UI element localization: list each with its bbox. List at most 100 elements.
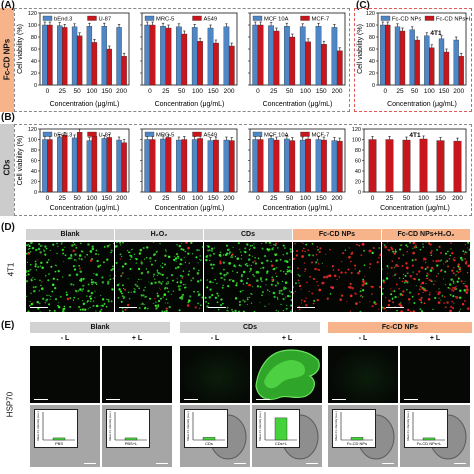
- green-cell: [456, 270, 458, 273]
- green-cell: [436, 264, 439, 267]
- green-cell: [231, 256, 234, 259]
- red-cell: [397, 296, 399, 298]
- green-cell: [187, 273, 190, 276]
- bar: [197, 138, 203, 193]
- red-cell: [275, 242, 278, 245]
- light-condition-label: + L: [131, 335, 143, 342]
- green-cell: [441, 295, 444, 297]
- red-cell: [382, 243, 384, 245]
- green-cell: [408, 291, 412, 294]
- green-cell: [174, 255, 176, 257]
- red-cell: [333, 274, 337, 278]
- red-cell: [312, 302, 315, 305]
- red-cell: [422, 291, 424, 294]
- green-cell: [40, 287, 44, 290]
- micrograph-d: [115, 242, 203, 312]
- green-cell: [74, 253, 77, 256]
- green-cell: [173, 258, 176, 262]
- green-cell: [199, 259, 201, 261]
- bar: [438, 38, 445, 86]
- red-cell: [356, 293, 358, 295]
- green-cell: [386, 265, 389, 267]
- red-cell: [390, 288, 392, 290]
- green-cell: [146, 271, 149, 274]
- green-cell: [251, 293, 253, 296]
- green-cell: [180, 242, 183, 244]
- green-cell: [250, 292, 252, 295]
- red-cell: [451, 269, 454, 272]
- red-cell: [350, 252, 354, 256]
- y-tick-label: 20: [369, 71, 375, 77]
- green-cell: [234, 255, 237, 258]
- green-cell: [75, 246, 78, 249]
- x-tick-label: 200: [452, 195, 463, 202]
- y-tick-label: 100: [366, 23, 375, 29]
- red-cell: [435, 260, 438, 263]
- green-cell: [257, 257, 260, 260]
- green-cell: [261, 247, 264, 250]
- red-cell: [426, 289, 428, 292]
- chart-c-4t1: 0 20 40 60 80 100 120 0 25 50 100 150 200 Concentrati…: [357, 11, 470, 108]
- red-cell: [464, 261, 467, 264]
- green-cell: [461, 258, 464, 262]
- plot-frame: [39, 12, 130, 86]
- green-cell: [121, 292, 123, 295]
- green-cell: [79, 242, 82, 245]
- red-cell: [463, 300, 466, 302]
- green-cell: [271, 247, 274, 251]
- red-cell: [315, 253, 318, 256]
- bar: [385, 139, 394, 193]
- red-cell: [181, 277, 183, 279]
- green-cell: [119, 242, 121, 244]
- green-cell: [77, 305, 81, 309]
- green-cell: [447, 286, 450, 289]
- green-cell: [87, 243, 90, 246]
- green-cell: [153, 273, 155, 276]
- bar: [91, 136, 98, 193]
- green-cell: [163, 263, 167, 266]
- light-condition-label: + L: [281, 335, 293, 342]
- green-cell: [196, 272, 200, 275]
- green-cell: [286, 260, 289, 264]
- green-cell: [36, 300, 40, 304]
- green-cell: [182, 248, 185, 251]
- bar: [144, 139, 151, 193]
- red-cell: [362, 280, 365, 283]
- green-cell: [262, 266, 265, 269]
- y-tick-label: 40: [31, 59, 37, 65]
- green-cell: [452, 294, 455, 298]
- bar: [160, 138, 166, 193]
- green-cell: [239, 248, 241, 250]
- chart-b1-bend3-u87: 0 20 40 60 80 100 120 0 25 50 100 150 200 Concentrati…: [17, 127, 130, 212]
- green-cell: [183, 257, 185, 259]
- y-axis-label: Cell viability (%): [357, 24, 364, 74]
- green-cell: [79, 308, 82, 311]
- legend-swatch: [252, 131, 263, 137]
- green-cell: [393, 267, 395, 269]
- green-cell: [139, 248, 143, 252]
- green-cell: [220, 298, 223, 301]
- green-cell: [188, 262, 191, 264]
- green-cell: [121, 265, 125, 268]
- green-cell: [112, 288, 114, 290]
- green-cell: [250, 302, 253, 304]
- green-cell: [204, 296, 207, 299]
- legend-label: MRC-5: [156, 16, 174, 22]
- legend-label: A549: [204, 16, 218, 22]
- green-cell: [225, 252, 229, 255]
- green-cell: [118, 288, 121, 291]
- red-cell: [449, 309, 452, 312]
- green-cell: [418, 278, 421, 281]
- inset-bar: [422, 437, 436, 441]
- red-cell: [390, 247, 394, 251]
- green-cell: [71, 244, 74, 247]
- green-cell: [290, 270, 292, 272]
- green-cell: [75, 290, 78, 293]
- green-cell: [277, 247, 279, 249]
- green-cell: [29, 300, 31, 303]
- green-cell: [81, 308, 85, 311]
- green-cell: [105, 305, 108, 308]
- green-cell: [246, 297, 248, 299]
- green-cell: [157, 271, 161, 275]
- bar: [299, 26, 306, 86]
